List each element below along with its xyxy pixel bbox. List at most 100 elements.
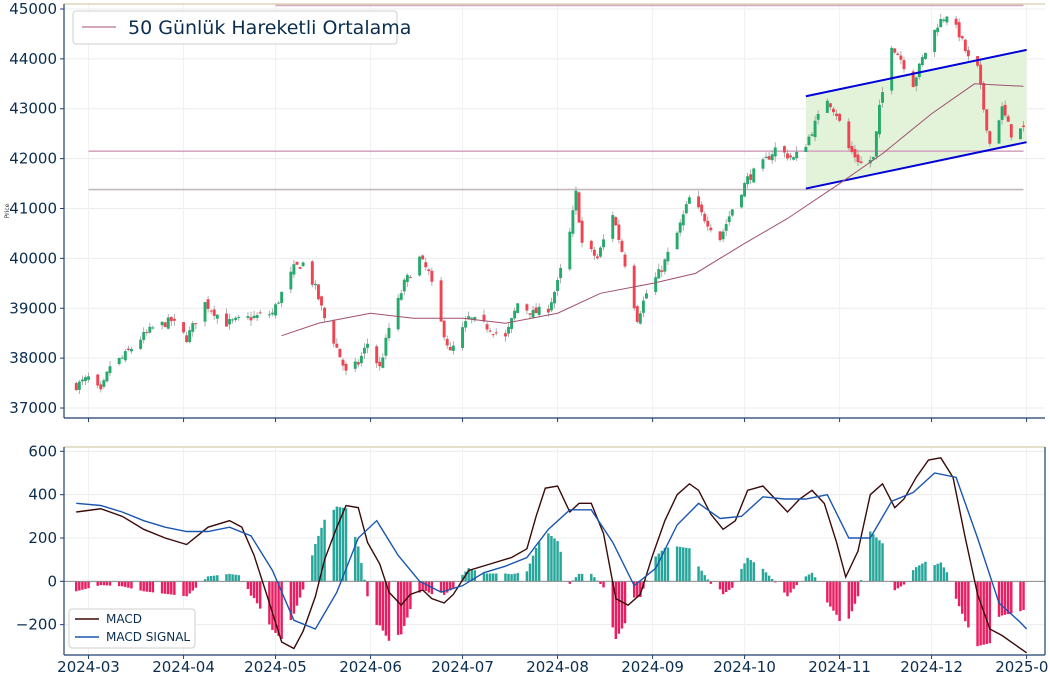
candle-down [338, 348, 342, 358]
macd-legend-box [68, 608, 196, 649]
candle-down [786, 153, 789, 159]
histogram-bar-positive [323, 519, 326, 582]
histogram-bar-positive [234, 574, 237, 582]
candle-down [356, 362, 360, 365]
price-tick-label: 41000 [9, 200, 57, 218]
histogram-bar-negative [623, 581, 627, 624]
histogram-bar-negative [439, 581, 443, 593]
histogram-bar-positive [859, 580, 863, 582]
histogram-bar-negative [599, 581, 602, 585]
histogram-bar-positive [547, 533, 550, 582]
histogram-bar-negative [403, 581, 406, 626]
x-tick-label: 2024-08 [526, 658, 589, 676]
candle-down [332, 320, 336, 344]
histogram-bar-positive [915, 567, 918, 582]
histogram-bar-positive [590, 573, 593, 582]
candle-up [271, 312, 274, 315]
candle-down [96, 374, 100, 386]
histogram-bar-negative [795, 581, 798, 586]
histogram-bar-negative [442, 581, 446, 595]
candle-down [439, 280, 443, 322]
histogram-bar-negative [396, 581, 400, 635]
candle-down [485, 324, 489, 330]
candle-down [902, 60, 906, 70]
candle-up [663, 259, 667, 272]
candle-up [727, 216, 731, 223]
histogram-bar-negative [773, 581, 777, 583]
histogram-bar-negative [961, 581, 964, 614]
histogram-bar-positive [344, 508, 348, 582]
histogram-bar-negative [988, 581, 992, 644]
candle-up [556, 280, 560, 291]
candle-down [620, 240, 624, 252]
candle-up [531, 309, 535, 318]
histogram-bar-negative [289, 581, 293, 621]
price-tick-label: 40000 [9, 249, 57, 267]
histogram-bar-negative [838, 581, 841, 621]
candle-down [577, 192, 581, 223]
candle-down [424, 262, 428, 268]
histogram-bar-negative [979, 581, 982, 646]
candle-up [939, 19, 943, 28]
legend-label-ma: 50 Günlük Hareketli Ortalama [128, 17, 411, 39]
candle-up [231, 319, 235, 321]
candle-up [675, 232, 679, 250]
histogram-bar-negative [632, 581, 636, 598]
histogram-bar-positive [513, 573, 516, 582]
histogram-bar-positive [482, 573, 486, 582]
histogram-bar-positive [206, 576, 210, 582]
candle-down [592, 249, 596, 256]
candle-down [249, 317, 253, 321]
histogram-bar-positive [942, 567, 946, 582]
candle-down [1003, 104, 1007, 116]
candle-up [280, 291, 284, 304]
histogram-bar-negative [384, 581, 388, 636]
candle-up [188, 330, 192, 343]
candle-up [252, 315, 256, 319]
candle-up [151, 327, 155, 329]
candle-down [185, 335, 189, 342]
candle-up [277, 302, 281, 304]
candle-up [792, 157, 796, 160]
histogram-bar-negative [185, 581, 188, 597]
histogram-bar-positive [485, 573, 489, 582]
candle-down [163, 322, 167, 328]
x-axis: 2024-03 2024-04 2024-05 2024-06 2024-07 2024-… [57, 418, 1050, 676]
histogram-bar-negative [252, 581, 256, 599]
histogram-bar-negative [99, 581, 103, 586]
candle-up [237, 316, 241, 318]
candle-up [274, 304, 277, 316]
candle-up [825, 100, 829, 113]
candle-down [1009, 124, 1013, 138]
histogram-bar-negative [406, 581, 409, 618]
histogram-bar-negative [976, 581, 979, 647]
candle-down [209, 310, 213, 312]
histogram-bar-positive [314, 543, 317, 582]
candle-down [225, 313, 228, 327]
histogram-bar-negative [786, 581, 789, 597]
candle-up [191, 323, 195, 332]
histogram-bar-positive [924, 561, 927, 582]
candle-down [503, 333, 507, 337]
candle-up [160, 321, 164, 326]
candle-up [381, 357, 385, 368]
candle-up [730, 209, 734, 216]
candle-up [571, 210, 575, 234]
candle-down [310, 261, 314, 285]
histogram-bar-negative [255, 581, 259, 604]
candle-up [418, 256, 422, 276]
candle-up [657, 269, 661, 279]
candle-up [399, 293, 403, 300]
histogram-bar-positive [703, 575, 706, 582]
histogram-bar-positive [209, 575, 213, 582]
histogram-bar-positive [488, 573, 492, 582]
histogram-bar-negative [421, 581, 424, 590]
candle-down [194, 323, 198, 325]
candle-up [246, 316, 250, 318]
candle-up [553, 292, 556, 304]
histogram-bar-negative [292, 581, 296, 614]
candle-down [491, 334, 495, 336]
histogram-bar-positive [700, 570, 703, 582]
histogram-bar-negative [381, 581, 385, 631]
histogram-bar-positive [804, 576, 808, 582]
